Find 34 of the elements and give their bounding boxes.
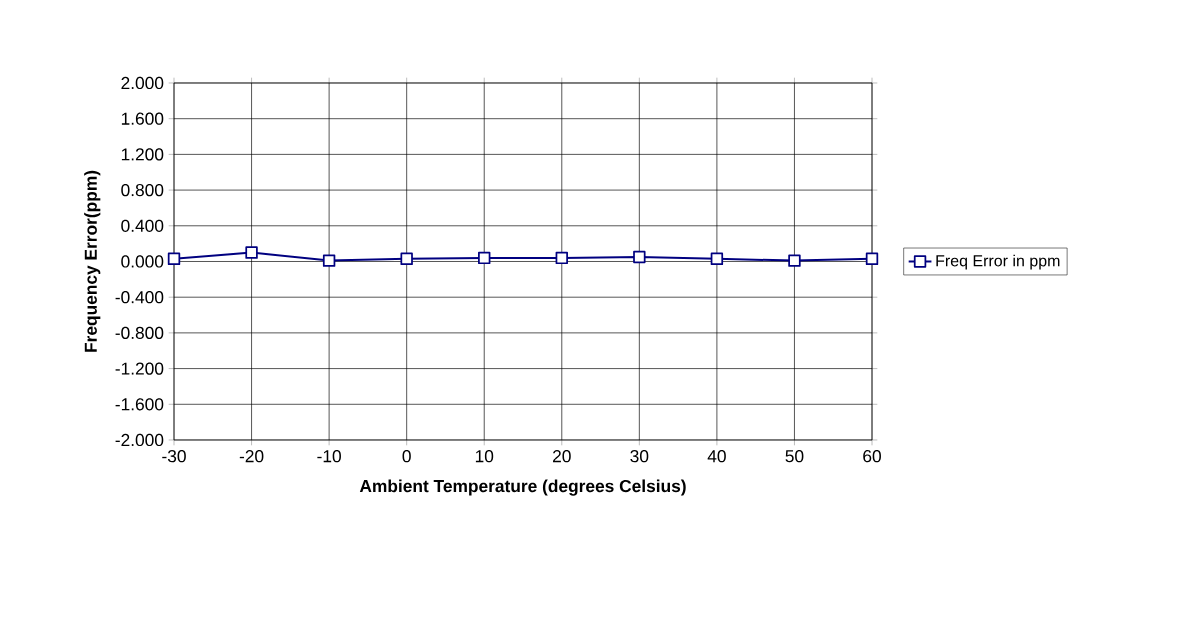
point: [788, 254, 801, 267]
point: [555, 251, 568, 265]
y-tick-label: 0.400: [121, 219, 164, 232]
x-axis-title: Ambient Temperature (degrees Celsius): [359, 479, 686, 496]
y-tick-label: 2.000: [121, 76, 164, 90]
x-tick-label: 60: [863, 450, 881, 463]
point: [322, 254, 336, 267]
legend-label: Freq Error in ppm: [936, 254, 1060, 270]
x-tick-label: 50: [785, 450, 804, 463]
x-tick-label: -30: [162, 450, 186, 463]
x-tick-label: 40: [707, 450, 726, 463]
y-tick-label: -1.200: [115, 362, 164, 375]
y-axis-title: Frequency Error(ppm): [84, 170, 101, 352]
y-tick-label: -2.000: [115, 433, 164, 447]
x-tick-label: 20: [553, 450, 571, 463]
point: [167, 252, 181, 266]
y-tick-label: 0.800: [121, 183, 164, 197]
x-tick-label: -20: [239, 450, 264, 463]
point: [633, 250, 646, 264]
y-tick-label: -0.400: [115, 291, 164, 304]
point: [245, 246, 258, 259]
x-tick-label: 30: [630, 450, 649, 463]
point: [710, 252, 724, 266]
y-tick-label: 1.200: [121, 148, 164, 161]
y-tick-label: -0.800: [115, 326, 164, 340]
x-tick-label: 10: [475, 450, 494, 463]
point: [865, 252, 879, 266]
y-tick-label: -1.600: [115, 398, 164, 411]
y-tick-label: 1.600: [121, 112, 164, 125]
y-tick-label: 0.000: [121, 255, 164, 268]
point: [478, 251, 491, 265]
x-tick-label: 0: [402, 450, 411, 463]
x-tick-label: -10: [317, 450, 341, 463]
point: [400, 252, 413, 266]
